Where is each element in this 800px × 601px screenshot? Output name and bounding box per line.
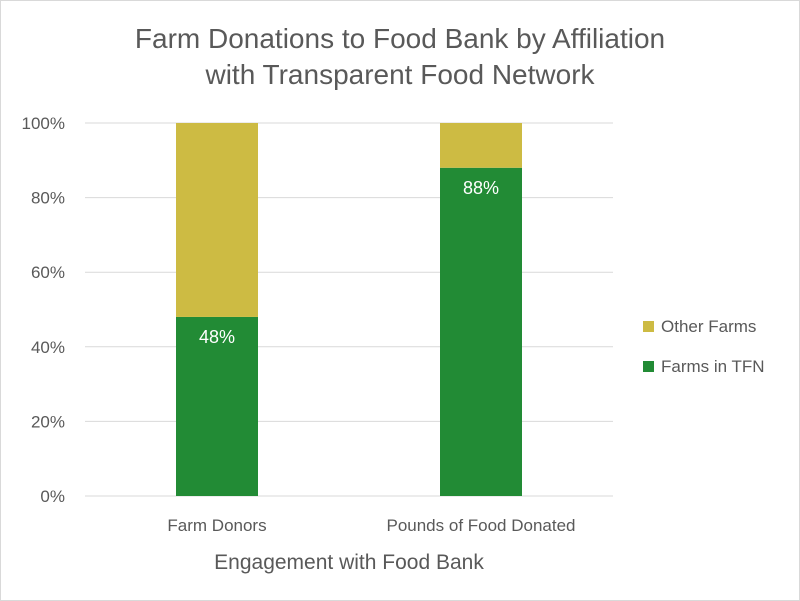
legend-swatch bbox=[643, 361, 654, 372]
y-tick-label: 100% bbox=[22, 114, 65, 133]
y-tick-label: 40% bbox=[31, 338, 65, 357]
y-tick-label: 20% bbox=[31, 412, 65, 431]
y-tick-label: 80% bbox=[31, 189, 65, 208]
x-axis-title: Engagement with Food Bank bbox=[214, 551, 484, 574]
y-tick-label: 60% bbox=[31, 263, 65, 282]
chart-title-line-2: with Transparent Food Network bbox=[205, 59, 595, 90]
bar-segment bbox=[440, 167, 522, 496]
chart-title-line-1: Farm Donations to Food Bank by Affiliati… bbox=[134, 23, 666, 54]
legend-swatch bbox=[643, 321, 654, 332]
y-tick-label: 0% bbox=[40, 487, 65, 506]
x-axis-categories: Farm Donors Pounds of Food Donated bbox=[167, 516, 575, 535]
y-axis-ticks: 0% 20% 40% 60% 80% 100% bbox=[22, 114, 65, 506]
bar-segment bbox=[440, 123, 522, 168]
legend: Other Farms Farms in TFN bbox=[643, 317, 765, 376]
chart-title: Farm Donations to Food Bank by Affiliati… bbox=[1, 21, 799, 93]
x-category-label: Pounds of Food Donated bbox=[386, 516, 575, 535]
bar-segment bbox=[176, 316, 258, 496]
data-label: 88% bbox=[463, 178, 499, 198]
bars: 48% 88% bbox=[176, 123, 522, 496]
bar-segment bbox=[176, 123, 258, 317]
gridlines bbox=[85, 122, 613, 497]
legend-label: Farms in TFN bbox=[661, 357, 765, 376]
data-label: 48% bbox=[199, 327, 235, 347]
x-category-label: Farm Donors bbox=[167, 516, 266, 535]
legend-label: Other Farms bbox=[661, 317, 756, 336]
